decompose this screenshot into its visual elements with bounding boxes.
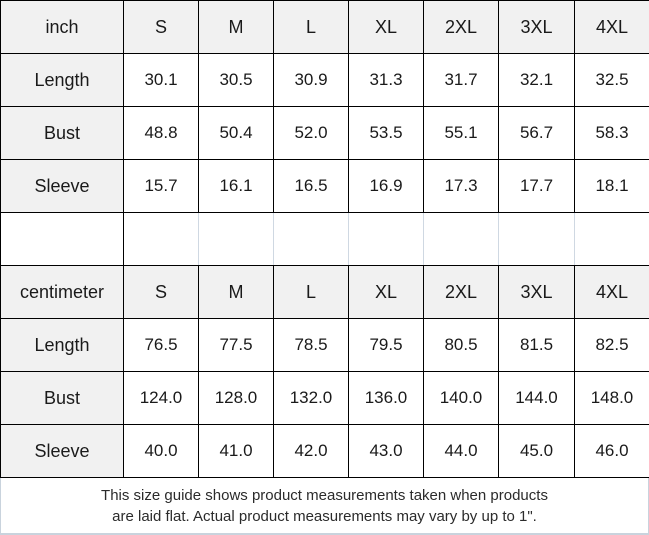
value-cell: 76.5 [123,318,199,372]
value-cell: 45.0 [498,424,575,478]
value-cell: 46.0 [574,424,649,478]
value-cell: 55.1 [423,106,499,160]
row-label-cell: Bust [0,371,124,425]
value-cell: 15.7 [123,159,199,213]
table-row-cm-sleeve: Sleeve 40.0 41.0 42.0 43.0 44.0 45.0 46.… [0,424,649,478]
value-cell: 42.0 [273,424,349,478]
row-label-cell: Bust [0,106,124,160]
unit-header-cell: centimeter [0,265,124,319]
row-label-cell: Sleeve [0,159,124,213]
spacer-cell [498,212,575,266]
table-row-cm-length: Length 76.5 77.5 78.5 79.5 80.5 81.5 82.… [0,318,649,372]
table-row-inch-header: inch S M L XL 2XL 3XL 4XL [0,0,649,54]
value-cell: 136.0 [348,371,424,425]
value-cell: 52.0 [273,106,349,160]
table-row-inch-length: Length 30.1 30.5 30.9 31.3 31.7 32.1 32.… [0,53,649,107]
value-cell: 31.7 [423,53,499,107]
value-cell: 32.1 [498,53,575,107]
value-cell: 48.8 [123,106,199,160]
spacer-row [0,212,649,266]
table-row-inch-bust: Bust 48.8 50.4 52.0 53.5 55.1 56.7 58.3 [0,106,649,160]
value-cell: 132.0 [273,371,349,425]
row-label-cell: Sleeve [0,424,124,478]
spacer-cell [0,212,124,266]
value-cell: 32.5 [574,53,649,107]
value-cell: 18.1 [574,159,649,213]
value-cell: 58.3 [574,106,649,160]
value-cell: 124.0 [123,371,199,425]
value-cell: 17.3 [423,159,499,213]
size-header-cell: XL [348,0,424,54]
size-header-cell: L [273,265,349,319]
row-label-cell: Length [0,318,124,372]
value-cell: 16.1 [198,159,274,213]
value-cell: 144.0 [498,371,575,425]
value-cell: 16.5 [273,159,349,213]
value-cell: 80.5 [423,318,499,372]
value-cell: 79.5 [348,318,424,372]
spacer-cell [123,212,199,266]
size-header-cell: M [198,265,274,319]
value-cell: 43.0 [348,424,424,478]
size-header-cell: S [123,0,199,54]
row-label-cell: Length [0,53,124,107]
footnote-line-1: This size guide shows product measuremen… [101,486,548,504]
size-header-cell: 2XL [423,0,499,54]
size-header-cell: M [198,0,274,54]
value-cell: 40.0 [123,424,199,478]
value-cell: 41.0 [198,424,274,478]
size-header-cell: 3XL [498,0,575,54]
size-guide-footnote: This size guide shows product measuremen… [0,478,649,535]
spacer-cell [348,212,424,266]
value-cell: 77.5 [198,318,274,372]
size-header-cell: 4XL [574,0,649,54]
value-cell: 148.0 [574,371,649,425]
spacer-cell [273,212,349,266]
value-cell: 81.5 [498,318,575,372]
value-cell: 16.9 [348,159,424,213]
size-header-cell: 4XL [574,265,649,319]
unit-header-cell: inch [0,0,124,54]
size-header-cell: XL [348,265,424,319]
spacer-cell [423,212,499,266]
table-row-cm-bust: Bust 124.0 128.0 132.0 136.0 140.0 144.0… [0,371,649,425]
value-cell: 56.7 [498,106,575,160]
table-row-centimeter-header: centimeter S M L XL 2XL 3XL 4XL [0,265,649,319]
size-chart-table: inch S M L XL 2XL 3XL 4XL Length 30.1 30… [0,0,649,478]
value-cell: 50.4 [198,106,274,160]
footnote-line-2: are laid flat. Actual product measuremen… [112,507,537,525]
size-header-cell: 2XL [423,265,499,319]
value-cell: 30.5 [198,53,274,107]
value-cell: 30.1 [123,53,199,107]
value-cell: 82.5 [574,318,649,372]
size-header-cell: S [123,265,199,319]
value-cell: 44.0 [423,424,499,478]
value-cell: 53.5 [348,106,424,160]
value-cell: 78.5 [273,318,349,372]
size-header-cell: 3XL [498,265,575,319]
value-cell: 30.9 [273,53,349,107]
spacer-cell [198,212,274,266]
value-cell: 140.0 [423,371,499,425]
value-cell: 128.0 [198,371,274,425]
value-cell: 31.3 [348,53,424,107]
spacer-cell [574,212,649,266]
value-cell: 17.7 [498,159,575,213]
size-header-cell: L [273,0,349,54]
table-row-inch-sleeve: Sleeve 15.7 16.1 16.5 16.9 17.3 17.7 18.… [0,159,649,213]
